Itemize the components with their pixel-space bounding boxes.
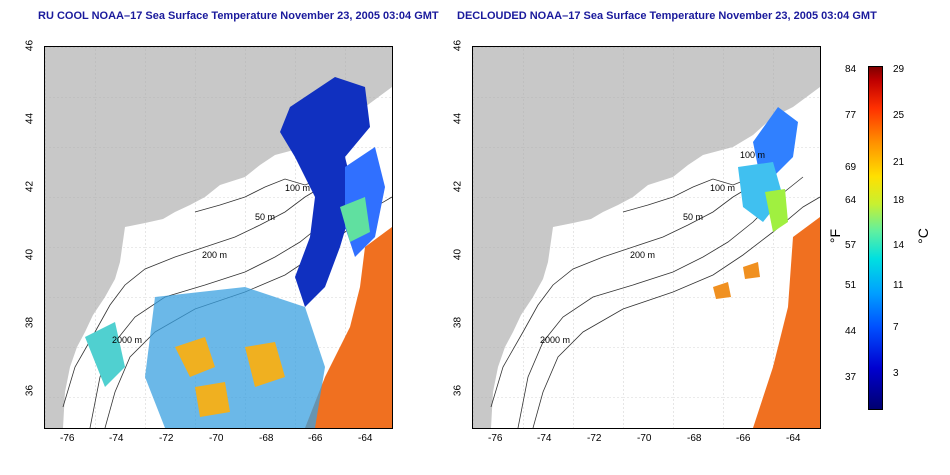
isobath-label-50m: 50 m bbox=[255, 212, 276, 222]
celsius-tick: 21 bbox=[893, 157, 905, 168]
celsius-tick: 25 bbox=[893, 110, 905, 121]
lon-tick: -76 bbox=[488, 433, 503, 444]
lat-tick: 46 bbox=[24, 39, 36, 52]
lon-tick: -68 bbox=[687, 433, 702, 444]
isobath-label-100m: 100 m bbox=[710, 183, 736, 193]
sst-map-raw-graphic bbox=[45, 47, 392, 428]
celsius-tick: 14 bbox=[893, 240, 905, 251]
lat-tick: 36 bbox=[24, 384, 36, 397]
lon-tick: -70 bbox=[637, 433, 652, 444]
isobath-label-50m: 50 m bbox=[683, 212, 704, 222]
fahrenheit-unit-label: °F bbox=[827, 228, 844, 244]
lon-tick: -72 bbox=[587, 433, 602, 444]
left-map-title: RU COOL NOAA–17 Sea Surface Temperature … bbox=[38, 10, 439, 22]
right-map-title: DECLOUDED NOAA–17 Sea Surface Temperatur… bbox=[457, 10, 877, 22]
celsius-unit-label: °C bbox=[914, 228, 931, 244]
lat-tick: 40 bbox=[452, 248, 464, 261]
isobath-50m bbox=[62, 166, 346, 408]
lon-tick: -66 bbox=[736, 433, 751, 444]
lon-tick: -64 bbox=[786, 433, 801, 444]
lat-tick: 38 bbox=[452, 316, 464, 329]
lon-tick: -66 bbox=[308, 433, 323, 444]
lon-tick: -64 bbox=[358, 433, 373, 444]
lat-tick: 38 bbox=[24, 316, 36, 329]
celsius-tick: 7 bbox=[893, 322, 899, 333]
celsius-tick: 18 bbox=[893, 195, 905, 206]
sst-scatter bbox=[175, 337, 285, 417]
lon-tick: -74 bbox=[109, 433, 124, 444]
lon-tick: -70 bbox=[209, 433, 224, 444]
fahrenheit-tick: 64 bbox=[845, 195, 857, 206]
isobath-50m bbox=[490, 166, 774, 408]
lon-tick: -72 bbox=[159, 433, 174, 444]
lat-tick: 46 bbox=[452, 39, 464, 52]
fahrenheit-tick: 84 bbox=[845, 64, 857, 75]
celsius-tick: 29 bbox=[893, 64, 905, 75]
celsius-tick: 3 bbox=[893, 368, 899, 379]
fahrenheit-tick: 57 bbox=[845, 240, 857, 251]
lat-tick: 40 bbox=[24, 248, 36, 261]
sst-scatter bbox=[713, 262, 760, 299]
isobath-label-200m: 200 m bbox=[630, 250, 656, 260]
isobath-200m bbox=[517, 176, 804, 428]
fahrenheit-tick: 44 bbox=[845, 326, 857, 337]
temperature-colorbar bbox=[868, 66, 883, 410]
fahrenheit-tick: 77 bbox=[845, 110, 857, 121]
sst-warm-patch bbox=[753, 217, 820, 428]
fahrenheit-tick: 69 bbox=[845, 162, 857, 173]
lat-tick: 44 bbox=[24, 112, 36, 125]
lat-tick: 44 bbox=[452, 112, 464, 125]
sst-mixed-patch bbox=[145, 287, 325, 428]
sst-green-patch bbox=[765, 189, 788, 232]
lon-tick: -74 bbox=[537, 433, 552, 444]
lat-tick: 42 bbox=[452, 180, 464, 193]
lon-tick: -76 bbox=[60, 433, 75, 444]
fahrenheit-tick: 51 bbox=[845, 280, 857, 291]
isobath-label-2000m: 2000 m bbox=[540, 335, 571, 345]
sst-coastal-patch bbox=[85, 322, 125, 387]
sst-cold-patch bbox=[280, 77, 370, 307]
sst-map-declouded bbox=[472, 46, 821, 429]
isobath-label-100m: 100 m bbox=[740, 150, 766, 160]
celsius-tick: 11 bbox=[893, 280, 904, 291]
lat-tick: 42 bbox=[24, 180, 36, 193]
sst-cold-patch bbox=[753, 107, 798, 177]
isobath-label-100m: 100 m bbox=[285, 183, 311, 193]
lon-tick: -68 bbox=[259, 433, 274, 444]
isobath-label-2000m: 2000 m bbox=[112, 335, 143, 345]
sst-map-declouded-graphic bbox=[473, 47, 820, 428]
sst-warm-patch bbox=[305, 227, 392, 428]
isobath-label-200m: 200 m bbox=[202, 250, 228, 260]
sst-map-raw bbox=[44, 46, 393, 429]
fahrenheit-tick: 37 bbox=[845, 372, 857, 383]
lat-tick: 36 bbox=[452, 384, 464, 397]
sst-cyan-patch bbox=[340, 197, 370, 242]
